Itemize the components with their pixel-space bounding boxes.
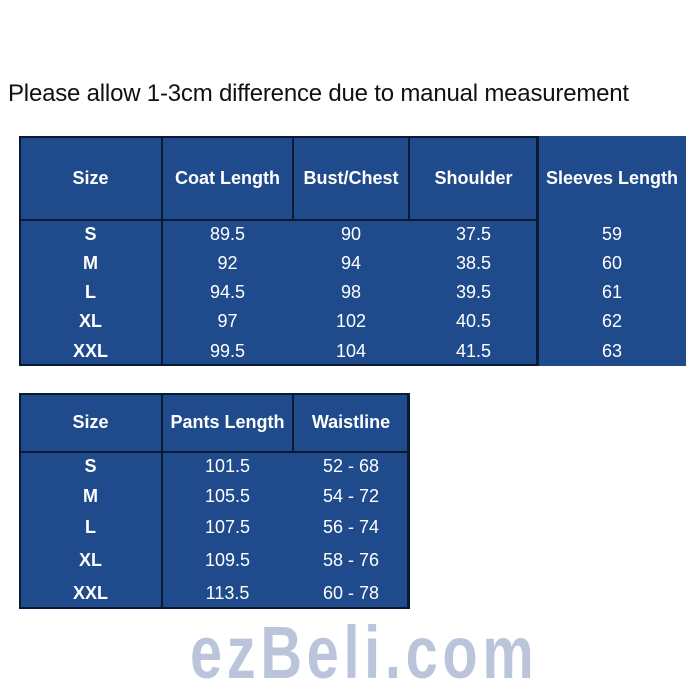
- table-cell: 56 - 74: [322, 517, 380, 537]
- table-cell: 60 - 78: [322, 582, 380, 603]
- table-cell: 97: [217, 311, 238, 331]
- table-border: [292, 136, 294, 220]
- column-header: Coat Length: [175, 167, 280, 188]
- table-cell: 105.5: [204, 485, 251, 506]
- table-cell: 52 - 68: [322, 456, 380, 476]
- size-label: L: [85, 517, 96, 537]
- table-border: [161, 393, 163, 609]
- table-cell: 62: [601, 311, 623, 331]
- size-label: XXL: [72, 340, 108, 361]
- table-border: [537, 136, 539, 366]
- table-cell: 98: [340, 282, 362, 302]
- table-cell: 99.5: [209, 340, 246, 361]
- size-label: S: [84, 224, 97, 244]
- table-cell: 94: [340, 253, 362, 273]
- table-border: [161, 136, 163, 366]
- column-header: Waistline: [311, 412, 391, 432]
- table-border: [292, 393, 294, 452]
- table-cell: 63: [601, 340, 623, 361]
- size-label: M: [83, 485, 98, 506]
- size-label: XL: [78, 550, 102, 570]
- table-cell: 89.5: [209, 224, 246, 244]
- size-label: M: [83, 253, 98, 273]
- table-cell: 40.5: [455, 311, 492, 331]
- table-border: [19, 451, 409, 453]
- column-header: Size: [72, 412, 109, 432]
- size-label: XXL: [72, 582, 108, 603]
- table-cell: 38.5: [455, 253, 492, 273]
- table-cell: 102: [335, 311, 367, 331]
- size-label: XL: [78, 311, 102, 331]
- table-cell: 59: [601, 224, 623, 244]
- column-header: Size: [72, 167, 109, 188]
- table-cell: 92: [217, 253, 238, 273]
- table-border: [19, 607, 409, 609]
- table-border: [408, 136, 410, 220]
- table-cell: 54 - 72: [322, 485, 380, 506]
- table-cell: 60: [601, 253, 623, 273]
- table-cell: 109.5: [204, 550, 251, 570]
- table-border: [19, 393, 21, 609]
- size-label: S: [84, 456, 97, 476]
- size-label: L: [85, 282, 96, 302]
- table-cell: 94.5: [209, 282, 246, 302]
- table-border: [19, 364, 538, 366]
- table-border: [19, 219, 538, 221]
- measurement-note: Please allow 1-3cm difference due to man…: [8, 80, 629, 107]
- watermark: ezBeli.com: [190, 611, 539, 694]
- table-cell: 113.5: [205, 582, 250, 603]
- table-cell: 101.5: [204, 456, 251, 476]
- table-cell: 107.5: [204, 517, 251, 537]
- top-size-table: Size Coat Length Bust/Chest Shoulder Sleeves…: [19, 136, 686, 366]
- table-border: [19, 136, 21, 366]
- table-border: [408, 393, 410, 609]
- table-cell: 58 - 76: [322, 550, 380, 570]
- table-border: [19, 136, 538, 138]
- table-cell: 90: [340, 224, 362, 244]
- table-cell: 39.5: [455, 282, 492, 302]
- bottom-size-table: Size Pants Length Waistline S 101.5 52 - 68 M 1…: [19, 393, 410, 609]
- table-cell: 37.5: [455, 224, 492, 244]
- column-header: Bust/Chest: [303, 167, 399, 188]
- column-header: Pants Length: [170, 412, 285, 432]
- table-cell: 61: [601, 282, 623, 302]
- table-cell: 104: [335, 340, 367, 361]
- column-header: Shoulder: [434, 167, 513, 188]
- column-header: Sleeves Length: [545, 167, 679, 188]
- table-border: [19, 393, 409, 395]
- table-cell: 41.5: [455, 340, 492, 361]
